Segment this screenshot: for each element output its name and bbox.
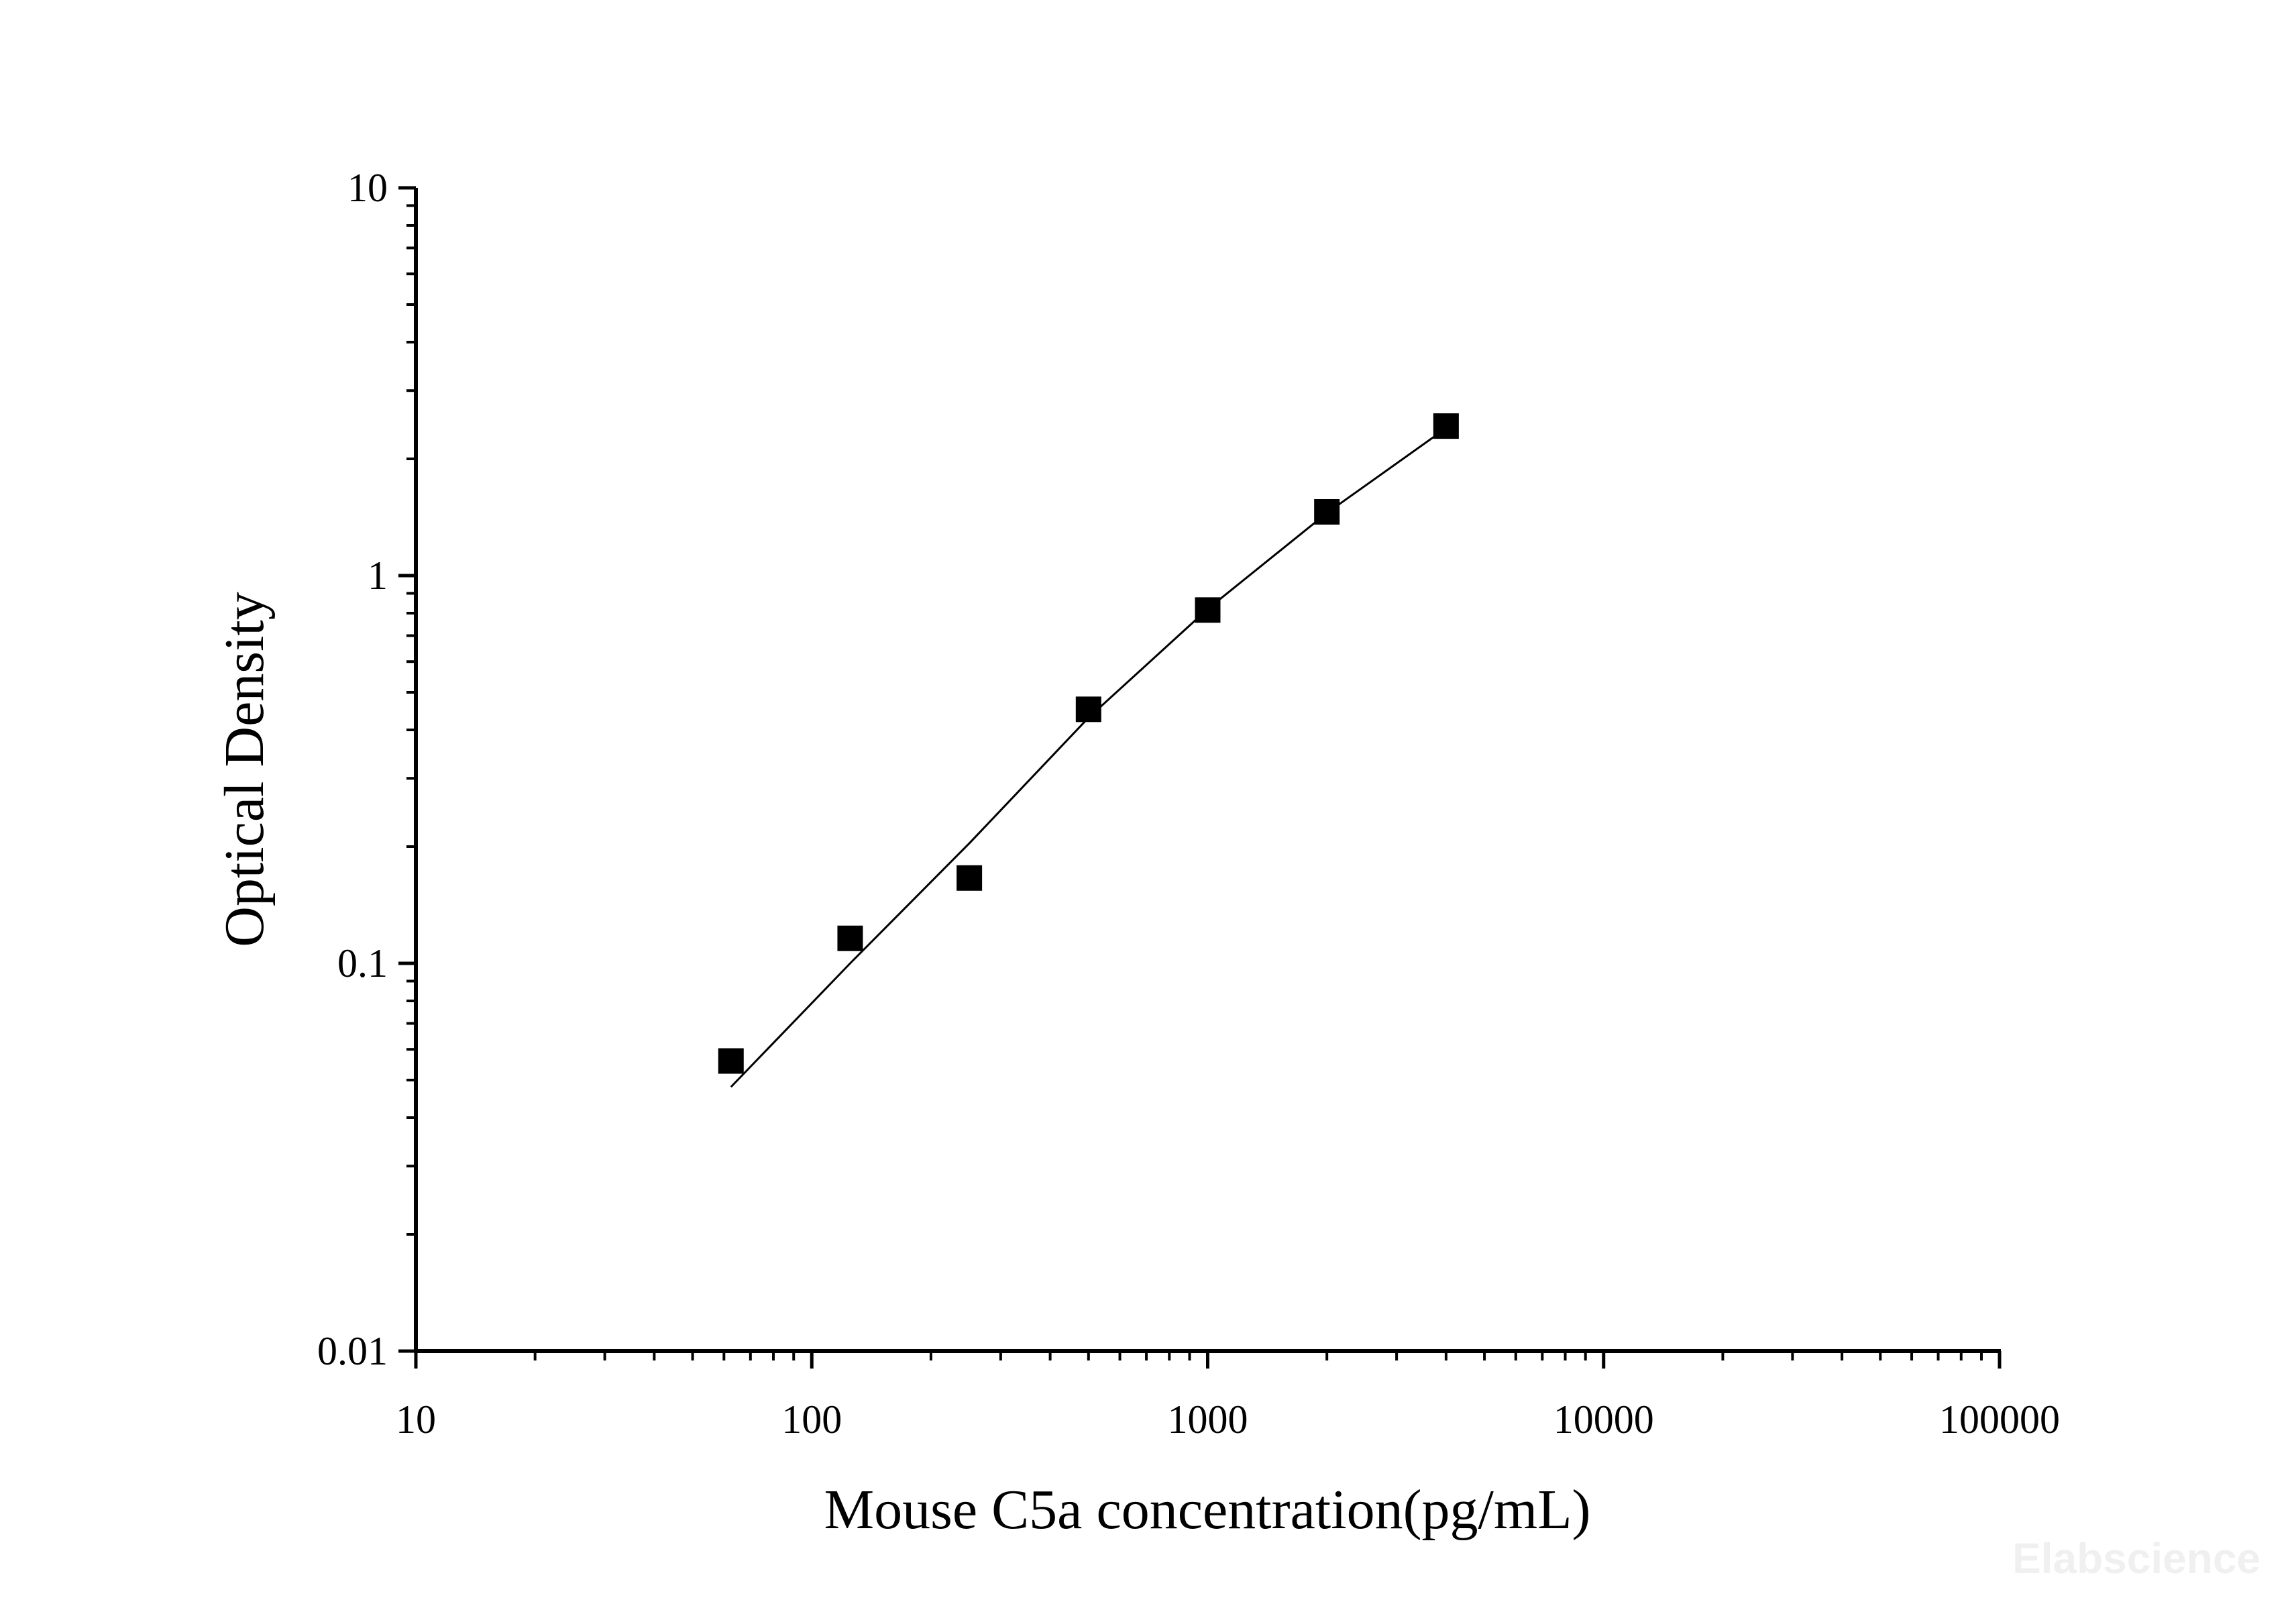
x-tick-label: 100000 (1939, 1397, 2060, 1442)
y-tick-label: 1 (368, 553, 388, 598)
tick-labels: 10 100 1000 10000 100000 0.01 0.1 1 10 (317, 166, 2060, 1442)
x-tick-label: 10 (396, 1397, 436, 1442)
watermark: Elabscience (2012, 1534, 2260, 1583)
x-tick-label: 100 (781, 1397, 842, 1442)
y-tick-label: 10 (347, 166, 388, 210)
data-point (1433, 413, 1459, 439)
data-point (1314, 499, 1340, 525)
x-axis-title: Mouse C5a concentration(pg/mL) (824, 1479, 1590, 1541)
plot-area (718, 413, 1459, 1088)
data-point (718, 1048, 744, 1074)
axes (398, 186, 2002, 1369)
data-point (956, 865, 983, 891)
y-tick-label: 0.01 (317, 1329, 388, 1373)
data-point (837, 925, 863, 951)
fit-curve (730, 427, 1447, 1088)
x-tick-label: 10000 (1553, 1397, 1654, 1442)
y-tick-label: 0.1 (337, 941, 388, 985)
data-point (1075, 696, 1101, 723)
x-tick-label: 1000 (1168, 1397, 1248, 1442)
y-axis-title: Optical Density (213, 592, 276, 947)
data-point (1195, 597, 1221, 623)
